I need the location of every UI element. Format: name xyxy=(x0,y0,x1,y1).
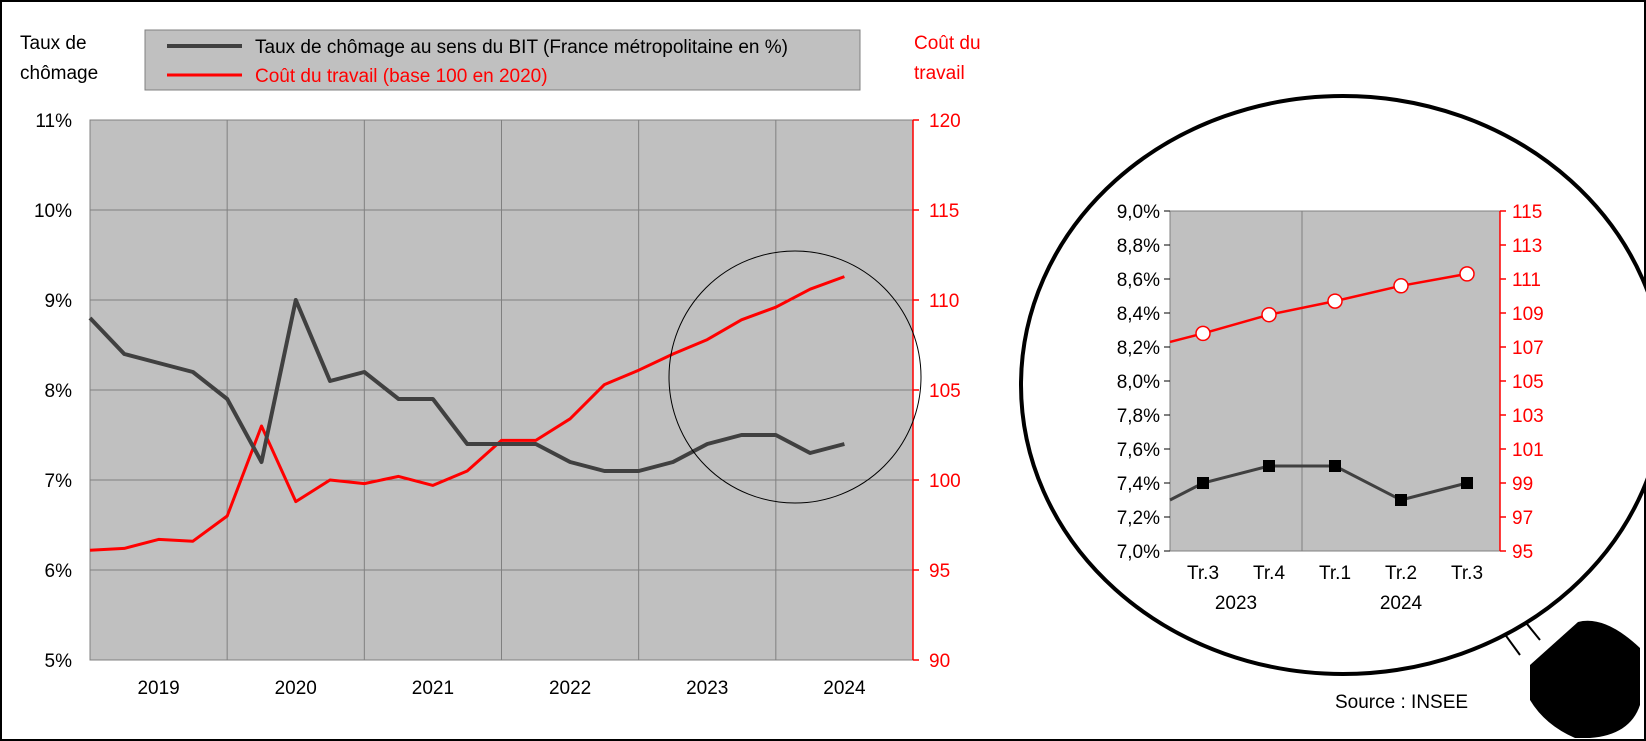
x-tick-label: 2022 xyxy=(549,678,591,699)
left-tick-label: 5% xyxy=(45,651,73,672)
zoom-point-labour-cost xyxy=(1261,306,1277,323)
zoom-right-tick-label: 107 xyxy=(1512,338,1544,359)
zoom-year-label: 2024 xyxy=(1380,593,1423,614)
zoom-left-tick-label: 7,6% xyxy=(1117,440,1160,461)
main-chart: 5% 6% 7% 8% 9% 10% 11% 90 95 100 105 110 115 120 201… xyxy=(20,29,981,699)
zoom-point-unemployment xyxy=(1263,460,1275,472)
series-line-unemployment xyxy=(88,298,845,473)
zoom-point-unemployment xyxy=(1461,477,1473,489)
zoom-x-tick-label: Tr.1 xyxy=(1319,563,1351,584)
left-tick-label: 9% xyxy=(45,291,73,312)
left-tick-label: 10% xyxy=(34,201,72,222)
left-tick-label: 8% xyxy=(45,381,73,402)
left-tick-label: 6% xyxy=(45,561,73,582)
zoom-series xyxy=(1169,266,1475,506)
zoom-right-tick-label: 105 xyxy=(1512,372,1544,393)
zoom-left-tick-label: 7,8% xyxy=(1117,406,1160,427)
right-axis-title-line1: Coût du xyxy=(914,33,981,54)
zoom-x-tick-label: Tr.4 xyxy=(1253,563,1285,584)
zoom-year-label: 2023 xyxy=(1215,593,1257,614)
zoom-right-tick-label: 111 xyxy=(1512,270,1541,291)
x-tick-label: 2019 xyxy=(137,678,179,699)
right-tick-label: 105 xyxy=(929,381,961,402)
x-axis-ticks: 2019 2020 2021 2022 2023 2024 xyxy=(137,678,866,699)
right-axis-ticks: 90 95 100 105 110 115 120 xyxy=(913,111,961,672)
zoom-left-tick-label: 9,0% xyxy=(1117,202,1160,223)
zoom-left-tick-label: 8,8% xyxy=(1117,236,1160,257)
zoom-right-tick-label: 109 xyxy=(1512,304,1544,325)
x-tick-label: 2023 xyxy=(686,678,728,699)
legend-box xyxy=(144,29,861,91)
left-tick-label: 7% xyxy=(45,471,73,492)
right-tick-label: 110 xyxy=(929,291,959,312)
series-line-labour-cost xyxy=(89,275,845,552)
zoom-point-unemployment xyxy=(1197,477,1209,489)
right-axis-title-line2: travail xyxy=(914,63,965,84)
zoom-left-tick-label: 7,0% xyxy=(1117,542,1160,563)
zoom-point-labour-cost xyxy=(1393,278,1409,294)
zoom-right-tick-label: 101 xyxy=(1512,440,1544,461)
legend: Taux de chômage au sens du BIT (France m… xyxy=(144,29,861,91)
zoom-point-labour-cost xyxy=(1195,325,1211,342)
zoom-right-tick-label: 113 xyxy=(1512,236,1542,257)
left-axis-title-line1: Taux de xyxy=(20,33,87,54)
x-tick-label: 2020 xyxy=(275,678,317,699)
zoom-left-tick-label: 8,6% xyxy=(1117,270,1160,291)
zoom-right-tick-label: 99 xyxy=(1512,474,1533,495)
zoom-left-tick-label: 7,4% xyxy=(1117,474,1160,495)
x-tick-label: 2021 xyxy=(412,678,454,699)
zoom-right-tick-label: 103 xyxy=(1512,406,1544,427)
left-axis-ticks: 5% 6% 7% 8% 9% 10% 11% xyxy=(34,111,72,672)
main-grid xyxy=(90,119,913,661)
legend-label-labour-cost: Coût du travail (base 100 en 2020) xyxy=(255,66,548,87)
zoom-right-tick-label: 95 xyxy=(1512,542,1533,563)
right-tick-label: 95 xyxy=(929,561,950,582)
zoom-left-tick-label: 8,2% xyxy=(1117,338,1160,359)
magnifier: 7,0% 7,2% 7,4% 7,6% 7,8% 8,0% 8,2% 8,4% 8,6% 8,8%… xyxy=(1019,94,1646,738)
zoom-left-axis-ticks: 7,0% 7,2% 7,4% 7,6% 7,8% 8,0% 8,2% 8,4% 8,6% 8,8%… xyxy=(1117,202,1160,563)
zoom-point-labour-cost xyxy=(1459,266,1475,282)
zoom-grid xyxy=(1164,210,1303,552)
zoom-left-tick-label: 8,0% xyxy=(1117,372,1160,393)
zoom-right-tick-label: 115 xyxy=(1512,202,1542,223)
left-tick-label: 11% xyxy=(35,111,72,132)
source-note: Source : INSEE xyxy=(1335,692,1468,713)
right-tick-label: 100 xyxy=(929,471,961,492)
x-tick-label: 2024 xyxy=(823,678,866,699)
zoom-right-axis-ticks: 95 97 99 101 103 105 107 109 111 113 115 xyxy=(1500,202,1544,563)
zoom-plot-area xyxy=(1169,210,1501,552)
zoom-x-tick-label: Tr.3 xyxy=(1187,563,1219,584)
legend-label-unemployment: Taux de chômage au sens du BIT (France m… xyxy=(255,37,788,58)
zoom-circle-marker xyxy=(668,250,922,504)
right-tick-label: 115 xyxy=(929,201,959,222)
zoom-x-axis-ticks: Tr.3 Tr.4 Tr.1 Tr.2 Tr.3 2023 2024 xyxy=(1187,563,1483,614)
zoom-point-labour-cost xyxy=(1327,293,1343,309)
right-tick-label: 90 xyxy=(929,651,950,672)
zoom-x-tick-label: Tr.3 xyxy=(1451,563,1483,584)
zoom-left-tick-label: 7,2% xyxy=(1117,508,1160,529)
zoom-point-unemployment xyxy=(1329,460,1341,472)
left-axis-title-line2: chômage xyxy=(20,63,98,84)
zoom-left-tick-label: 8,4% xyxy=(1117,304,1160,325)
zoom-x-tick-label: Tr.2 xyxy=(1385,563,1417,584)
zoom-point-unemployment xyxy=(1395,494,1407,506)
right-tick-label: 120 xyxy=(929,111,961,132)
main-series xyxy=(88,275,845,552)
zoom-right-tick-label: 97 xyxy=(1512,508,1533,529)
